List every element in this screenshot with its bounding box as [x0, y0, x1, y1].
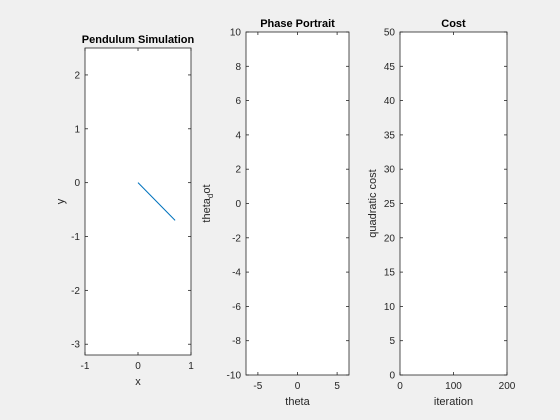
y-tick-label: 20 — [384, 233, 396, 244]
plot-area — [84, 47, 192, 356]
x-axis-label: x — [135, 376, 141, 388]
y-tick-label: 40 — [384, 96, 396, 107]
y-tick-label: -3 — [71, 340, 80, 351]
y-axis-label: quadratic cost — [367, 169, 379, 237]
y-axis-label: thetadot — [201, 184, 215, 222]
y-tick-label: 5 — [389, 336, 395, 347]
y-axis-label-subscript: d — [206, 194, 215, 198]
y-tick-label: -2 — [71, 286, 80, 297]
y-tick-label: 15 — [384, 268, 396, 279]
x-tick-label: 0 — [295, 381, 301, 392]
y-tick-label: 6 — [235, 96, 241, 107]
y-tick-label: 30 — [384, 165, 396, 176]
y-tick-label: 35 — [384, 130, 396, 141]
y-tick-label: 25 — [384, 199, 396, 210]
y-tick-label: 4 — [235, 130, 241, 141]
subplot-1: Pendulum Simulation -1 0 1 -3 -2 -1 0 1 2 x y — [55, 34, 195, 388]
y-tick-label: 45 — [384, 62, 396, 73]
x-tick-label: 1 — [188, 361, 194, 372]
x-axis-label: iteration — [434, 396, 473, 408]
x-tick-label: 0 — [135, 361, 141, 372]
x-tick-label: 0 — [397, 381, 403, 392]
y-tick-label: 10 — [230, 28, 242, 39]
y-axis-label-rest: ot — [201, 184, 213, 193]
y-tick-label: 10 — [384, 302, 396, 313]
y-tick-label: 0 — [235, 199, 241, 210]
y-tick-label: 50 — [384, 28, 396, 39]
y-tick-label: -2 — [232, 233, 241, 244]
y-axis-label-main: theta — [201, 197, 213, 222]
x-tick-label: 100 — [445, 381, 462, 392]
y-tick-label: 8 — [235, 62, 241, 73]
x-tick-label: 200 — [499, 381, 516, 392]
x-tick-label: 5 — [334, 381, 340, 392]
subplot-2: Phase Portrait -5 0 5 -10 -8 -6 -4 -2 0 2 4 6 8 10 thet… — [201, 18, 350, 408]
chart-title: Cost — [441, 18, 466, 30]
chart-title: Phase Portrait — [260, 18, 335, 30]
x-tick-label: -5 — [253, 381, 262, 392]
y-tick-label: -6 — [232, 302, 241, 313]
plot-area — [399, 31, 508, 376]
y-tick-label: 0 — [389, 371, 395, 382]
y-tick-label: -8 — [232, 336, 241, 347]
y-tick-label: -1 — [71, 232, 80, 243]
y-tick-label: -4 — [232, 268, 241, 279]
x-tick-label: -1 — [81, 361, 90, 372]
y-tick-label: 0 — [74, 178, 80, 189]
subplots: Pendulum Simulation-1 0 1-3-2-1012xyPhase … — [55, 18, 516, 408]
x-axis-label: theta — [285, 396, 310, 408]
y-tick-label: 2 — [74, 70, 80, 81]
chart-title: Pendulum Simulation — [82, 34, 195, 46]
plot-area — [245, 31, 350, 376]
y-tick-label: -10 — [227, 371, 242, 382]
subplot-3: Cost 0 100 200 0 5 10 15 20 25 30 35 40 45 50 iteration… — [367, 18, 516, 408]
y-tick-label: 1 — [74, 124, 80, 135]
y-axis-label: y — [55, 198, 67, 204]
series-line-1 — [137, 182, 176, 221]
y-tick-label: 2 — [235, 165, 241, 176]
